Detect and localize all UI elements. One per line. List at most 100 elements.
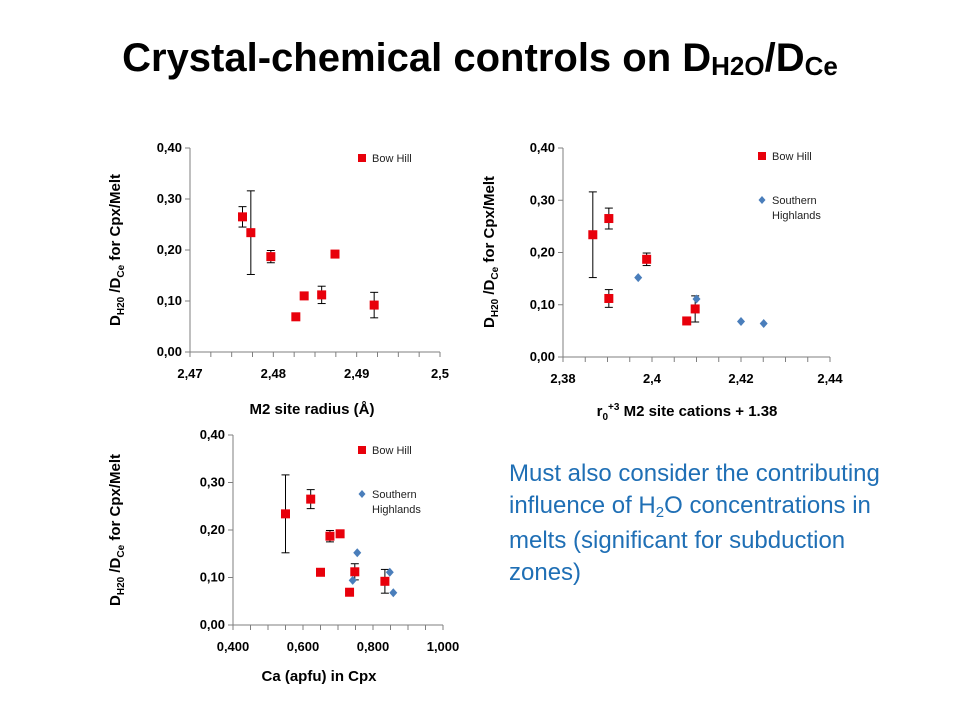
slide-title: Crystal-chemical controls on DH2O/DCe (0, 36, 960, 81)
y-tick-label: 0,30 (200, 475, 225, 490)
y-tick-label: 0,40 (530, 140, 555, 155)
y-axis-label-part: /D (107, 277, 124, 296)
x-axis-label-part: Ca (apfu) in Cpx (262, 668, 378, 685)
title-subscript-h2o: H2O (711, 51, 765, 81)
legend-label: Bow Hill (372, 153, 412, 165)
y-axis-label: DH20 /DCe for Cpx/Melt (481, 176, 501, 328)
legend-marker-bow-hill (358, 446, 366, 454)
x-axis-label-part: M2 site cations + 1.38 (619, 403, 777, 420)
y-tick-label: 0,10 (157, 293, 182, 308)
x-tick-label: 0,600 (287, 639, 320, 654)
y-axis-label-part: D (107, 315, 124, 326)
y-tick-label: 0,20 (157, 242, 182, 257)
data-point-bow-hill (369, 300, 379, 310)
y-tick-label: 0,30 (157, 191, 182, 206)
x-tick-label: 2,42 (728, 371, 753, 386)
legend-marker-bow-hill (358, 154, 366, 162)
data-point-bow-hill (350, 567, 360, 577)
data-point-bow-hill (246, 228, 256, 238)
data-point-southern-highlands (348, 575, 357, 585)
title-text: Crystal-chemical controls on D (122, 36, 712, 80)
y-axis-label-part: /D (107, 557, 124, 576)
y-axis-label-part: Ce (116, 544, 127, 557)
data-point-bow-hill (335, 529, 345, 539)
data-point-southern-highlands (385, 567, 394, 577)
x-tick-label: 2,44 (817, 371, 843, 386)
y-tick-label: 0,00 (157, 344, 182, 359)
legend-marker-southern-highlands (758, 196, 766, 204)
data-point-southern-highlands (737, 316, 745, 326)
data-point-bow-hill (266, 252, 276, 262)
x-tick-label: 2,47 (177, 366, 202, 381)
x-tick-label: 2,5 (431, 366, 449, 381)
data-point-bow-hill (380, 576, 390, 586)
data-point-southern-highlands (634, 273, 643, 283)
y-tick-label: 0,40 (157, 140, 182, 155)
x-axis-label: Ca (apfu) in Cpx (262, 668, 378, 685)
data-point-bow-hill (281, 509, 290, 519)
y-tick-label: 0,30 (530, 192, 555, 207)
y-axis-label-part: H20 (116, 296, 127, 315)
y-tick-label: 0,00 (200, 617, 225, 632)
y-tick-label: 0,20 (530, 245, 555, 260)
data-point-bow-hill (316, 567, 325, 577)
data-point-bow-hill (690, 304, 700, 314)
x-tick-label: 2,38 (550, 371, 575, 386)
data-point-bow-hill (299, 291, 309, 301)
y-axis-label-part: for Cpx/Melt (107, 174, 124, 265)
y-axis-label-part: D (107, 595, 124, 606)
data-point-bow-hill (238, 212, 247, 222)
data-point-bow-hill (317, 290, 327, 300)
y-axis-label: DH20 /DCe for Cpx/Melt (107, 174, 127, 326)
data-point-bow-hill (642, 254, 652, 264)
data-point-bow-hill (306, 494, 316, 504)
data-point-bow-hill (682, 316, 692, 326)
title-subscript-ce: Ce (804, 51, 838, 81)
x-tick-label: 0,800 (357, 639, 390, 654)
legend-label: Bow Hill (772, 151, 812, 163)
x-axis-label-part: +3 (608, 402, 620, 413)
note-text-post: O concentrations in melts (significant f… (509, 492, 871, 586)
x-tick-label: 2,49 (344, 366, 369, 381)
y-tick-label: 0,20 (200, 522, 225, 537)
x-tick-label: 1,000 (427, 639, 460, 654)
y-axis-label-part: for Cpx/Melt (481, 176, 498, 267)
x-tick-label: 2,4 (643, 371, 662, 386)
data-point-southern-highlands (692, 294, 701, 304)
x-tick-label: 2,48 (261, 366, 286, 381)
data-point-southern-highlands (389, 588, 398, 598)
legend-label: Southern (372, 489, 417, 501)
x-axis-label: M2 site radius (Å) (249, 401, 374, 418)
y-axis-label: DH20 /DCe for Cpx/Melt (107, 454, 127, 606)
legend-label: Highlands (372, 504, 421, 516)
y-tick-label: 0,00 (530, 349, 555, 364)
data-point-bow-hill (291, 312, 301, 322)
legend-label: Bow Hill (372, 445, 412, 457)
legend-label: Highlands (772, 210, 821, 222)
note-text-pre: Must also consider the contributing infl… (509, 460, 880, 519)
legend-marker-bow-hill (758, 152, 766, 160)
x-axis-label-part: 0 (602, 412, 608, 423)
y-tick-label: 0,10 (200, 570, 225, 585)
data-point-bow-hill (604, 293, 614, 303)
y-tick-label: 0,40 (200, 427, 225, 442)
data-point-bow-hill (345, 587, 355, 597)
data-point-bow-hill (330, 249, 340, 259)
x-axis-label-part: r (597, 403, 603, 420)
data-point-bow-hill (588, 230, 598, 240)
y-axis-label-part: H20 (490, 298, 501, 317)
legend-label: Southern (772, 195, 817, 207)
data-point-bow-hill (325, 531, 335, 541)
x-axis-label: r0+3 M2 site cations + 1.38 (597, 402, 778, 423)
y-axis-label-part: /D (481, 279, 498, 298)
legend-marker-southern-highlands (358, 490, 366, 498)
y-axis-label-part: D (481, 317, 498, 328)
y-axis-label-part: for Cpx/Melt (107, 454, 124, 545)
y-axis-label-part: Ce (490, 266, 501, 279)
data-point-bow-hill (604, 214, 614, 224)
y-axis-label-part: H20 (116, 576, 127, 595)
data-point-southern-highlands (353, 548, 362, 558)
